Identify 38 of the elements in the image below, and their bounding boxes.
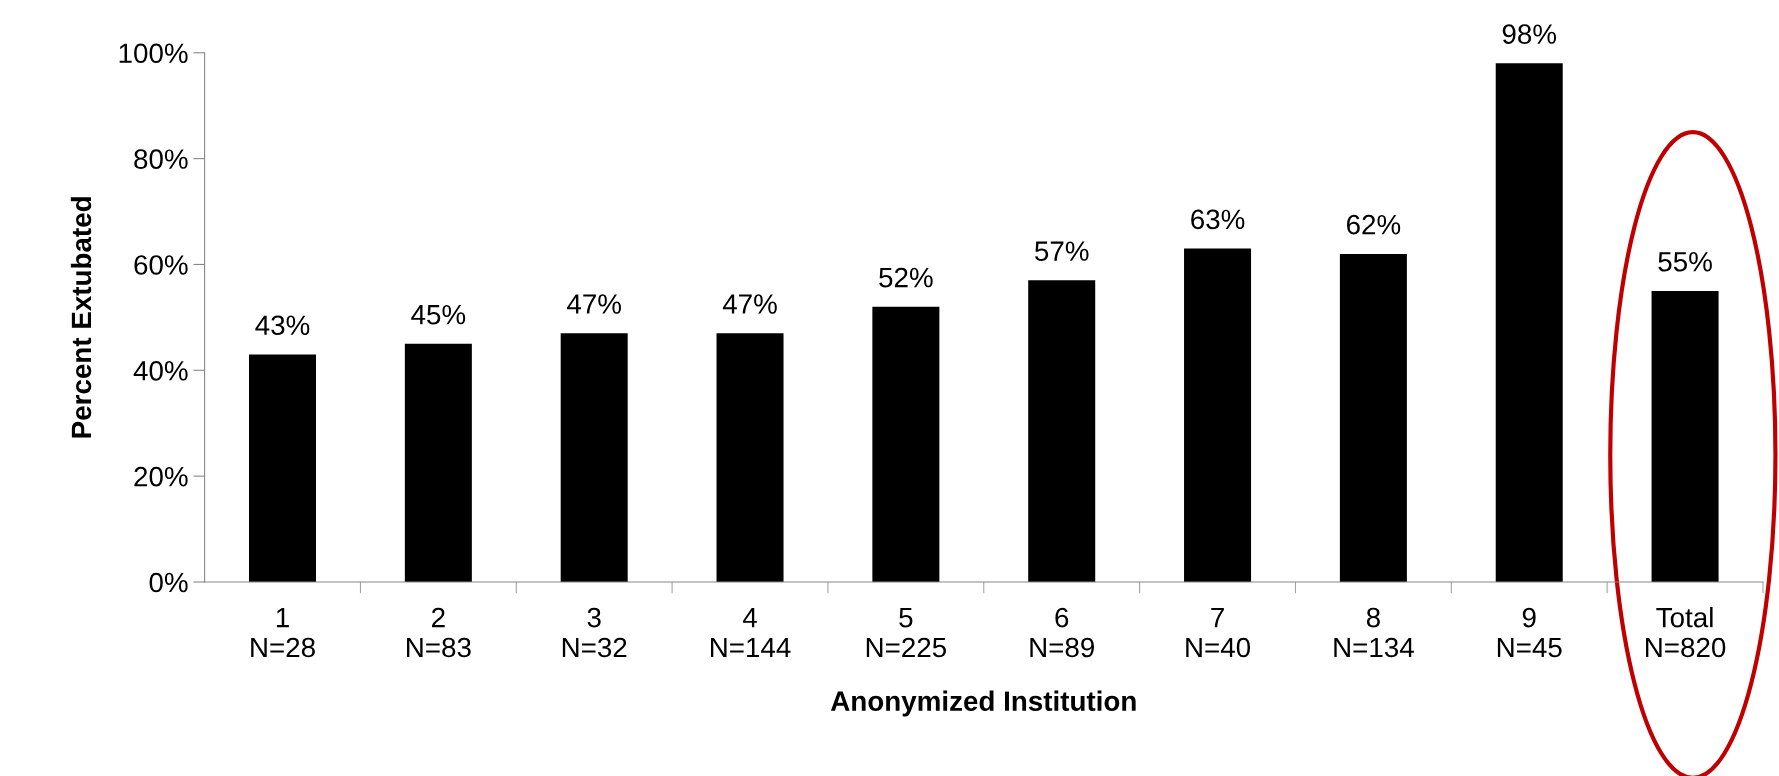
- y-tick-label: 40%: [133, 360, 188, 381]
- bar: [404, 343, 472, 582]
- data-label: 62%: [1347, 214, 1401, 235]
- x-tick-label: 1 N=28: [251, 608, 315, 658]
- y-tick-label: 80%: [134, 149, 188, 169]
- x-tick-label: 4 N=144: [710, 608, 791, 658]
- y-tick-label: 60%: [134, 255, 188, 275]
- bar: [1339, 253, 1407, 582]
- bar: [1184, 248, 1252, 582]
- x-axis-title: Anonymized Institution: [830, 690, 1136, 717]
- bar: [249, 354, 317, 582]
- y-tick-label: 20%: [134, 466, 188, 487]
- x-tick-label: 8 N=134: [1334, 607, 1414, 658]
- bar: [716, 333, 784, 582]
- data-label: 55%: [1658, 251, 1712, 272]
- x-tick-label: 7 N=40: [1186, 608, 1251, 658]
- data-label: 47%: [567, 294, 621, 314]
- data-label: 52%: [879, 267, 933, 288]
- bar: [872, 306, 940, 582]
- y-axis-title: Percent Extubated: [70, 197, 92, 438]
- bar: [1651, 290, 1719, 582]
- bar: [1495, 63, 1563, 582]
- data-label: 43%: [255, 315, 310, 336]
- x-tick-label: 3 N=32: [562, 607, 627, 658]
- data-label: 63%: [1191, 209, 1245, 230]
- data-label: 57%: [1035, 241, 1089, 261]
- y-tick-label: 100%: [119, 43, 188, 64]
- x-tick-label: 6 N=89: [1030, 607, 1094, 658]
- y-tick-label: 0%: [149, 572, 188, 593]
- data-label: 98%: [1502, 24, 1557, 44]
- data-label: 47%: [722, 294, 777, 314]
- x-tick-label: 9 N=45: [1497, 607, 1562, 658]
- bar: [1028, 280, 1096, 582]
- data-label: 45%: [411, 304, 466, 325]
- bar: [560, 333, 628, 582]
- x-tick-label: 2 N=83: [407, 607, 471, 658]
- x-tick-label: Total N=820: [1646, 607, 1726, 658]
- x-tick-label: 5 N=225: [866, 608, 947, 658]
